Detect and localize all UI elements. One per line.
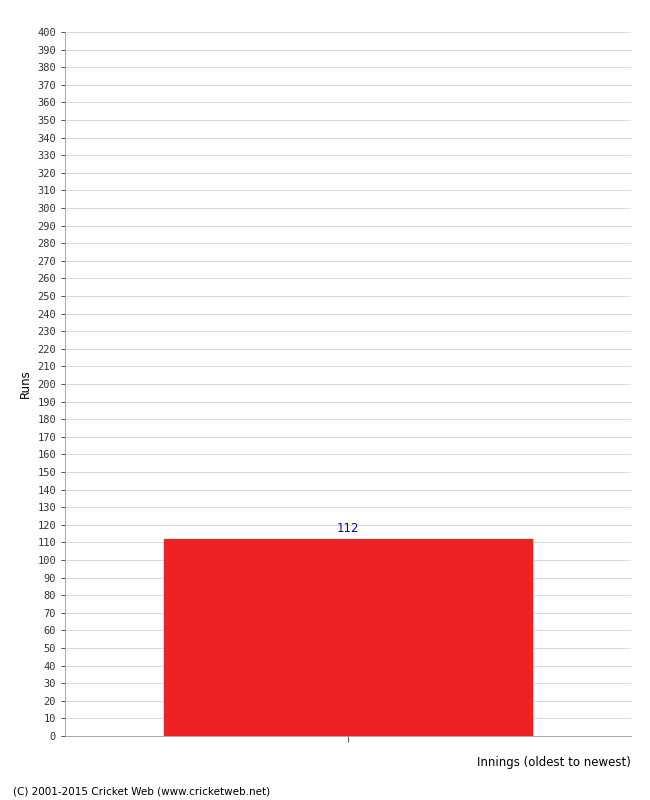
Text: 112: 112	[337, 522, 359, 535]
Text: (C) 2001-2015 Cricket Web (www.cricketweb.net): (C) 2001-2015 Cricket Web (www.cricketwe…	[13, 786, 270, 796]
Bar	[164, 539, 532, 736]
Y-axis label: Runs: Runs	[19, 370, 32, 398]
Text: Innings (oldest to newest): Innings (oldest to newest)	[476, 756, 630, 769]
